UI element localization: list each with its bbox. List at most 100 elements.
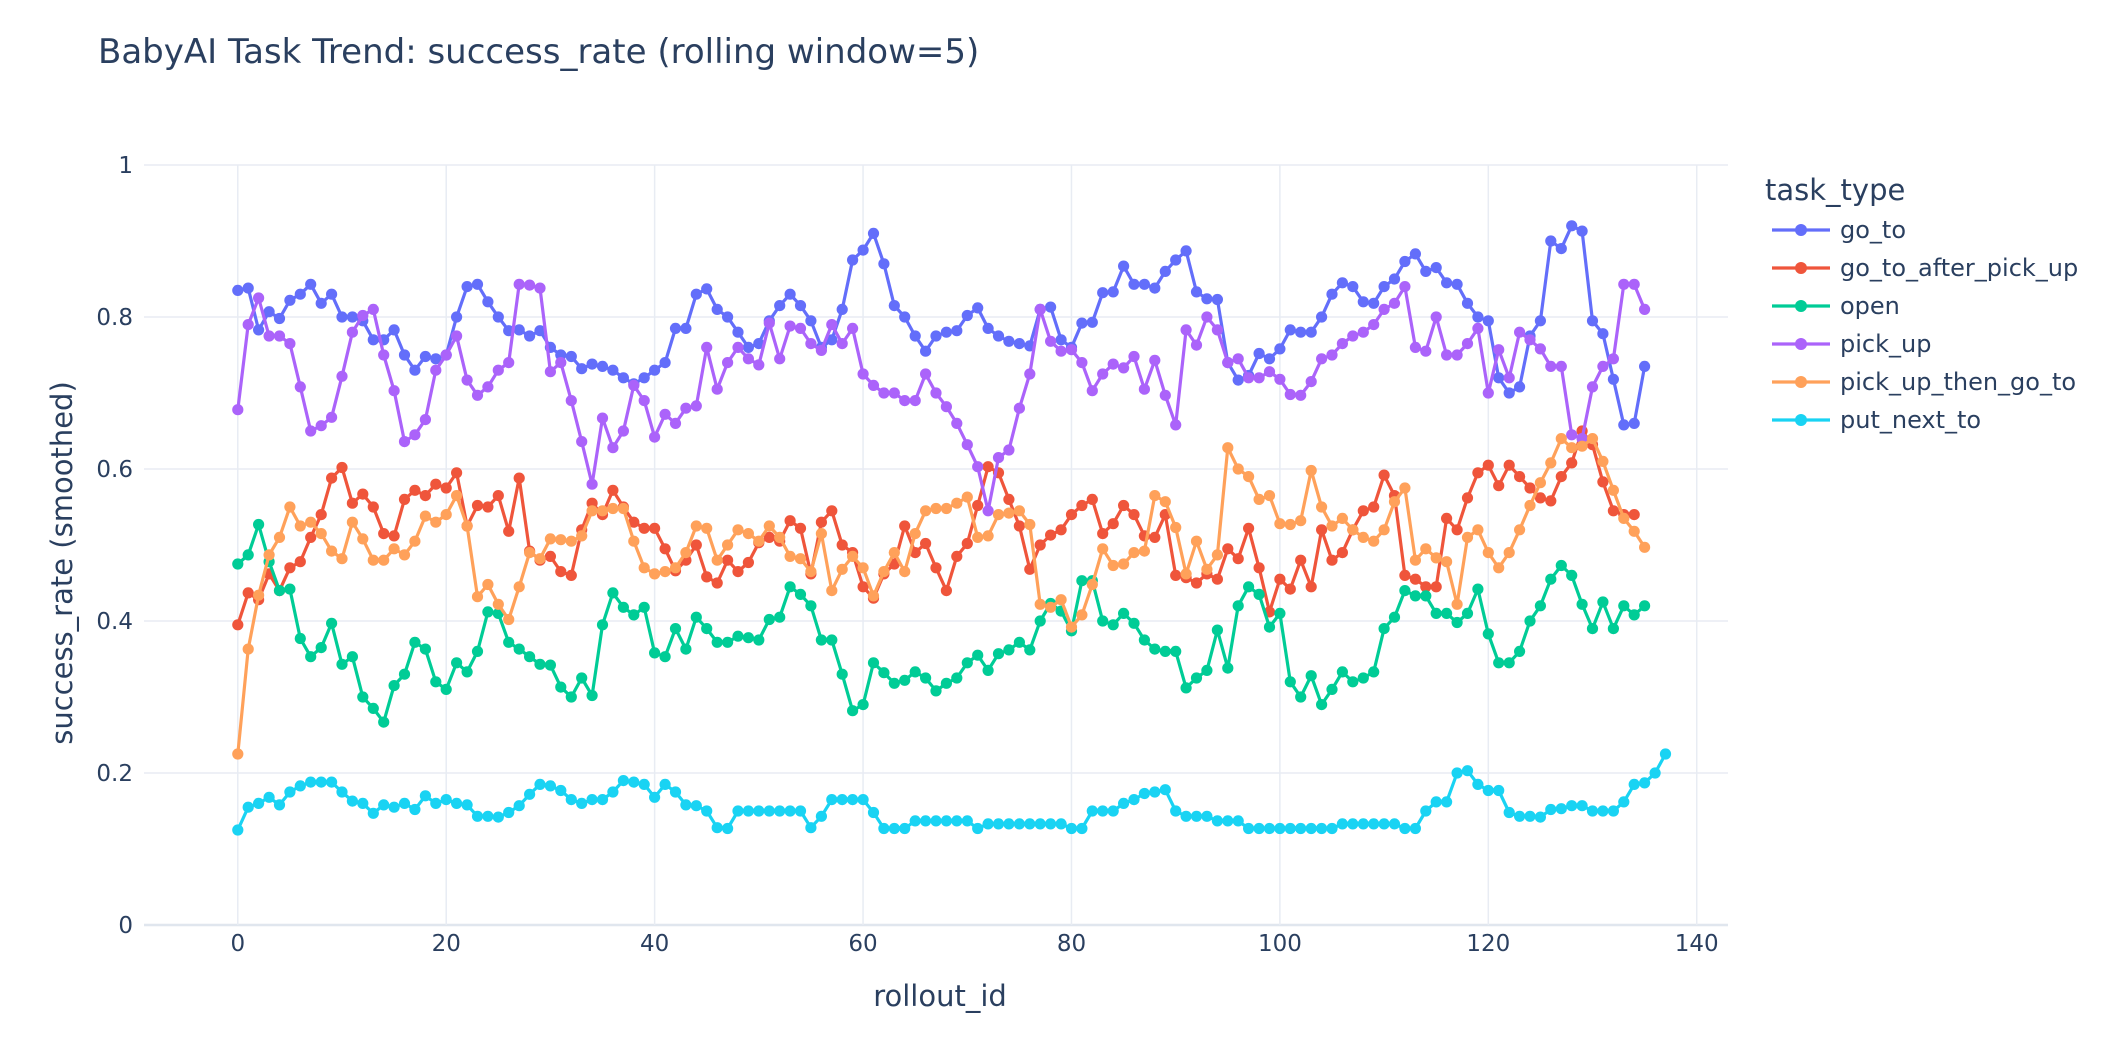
legend-item-put_next_to[interactable]: put_next_to <box>1772 406 1981 434</box>
data-point <box>273 330 286 342</box>
data-point <box>805 566 817 578</box>
data-point <box>1566 457 1578 469</box>
data-point <box>659 778 671 791</box>
data-point <box>628 776 640 788</box>
data-point <box>774 353 786 365</box>
data-point <box>690 800 702 812</box>
data-point <box>972 531 984 544</box>
data-point <box>774 611 786 623</box>
data-point <box>357 488 369 500</box>
data-point <box>440 683 452 696</box>
data-point <box>1263 621 1276 633</box>
data-point <box>232 284 244 296</box>
data-point <box>680 643 692 655</box>
chart-title: BabyAI Task Trend: success_rate (rolling… <box>98 32 979 72</box>
data-point <box>1555 243 1567 255</box>
data-point <box>1149 786 1161 798</box>
data-point <box>1232 553 1244 565</box>
data-point <box>1305 326 1317 338</box>
data-point <box>544 780 557 792</box>
data-point <box>1545 457 1557 469</box>
data-point <box>1222 442 1234 454</box>
data-point <box>1232 463 1244 475</box>
data-point <box>628 535 640 547</box>
data-point <box>930 562 942 574</box>
data-point <box>1190 535 1203 547</box>
data-point <box>1159 496 1171 508</box>
data-point <box>1566 442 1578 454</box>
data-point <box>732 630 744 642</box>
data-point <box>242 282 254 294</box>
data-point <box>617 775 630 787</box>
data-point <box>638 395 650 407</box>
data-point <box>1472 524 1484 536</box>
data-point <box>357 309 369 322</box>
data-point <box>1618 600 1630 612</box>
data-point <box>430 676 442 688</box>
data-point <box>1003 818 1015 830</box>
data-point <box>1076 357 1088 369</box>
data-point <box>742 632 755 644</box>
data-point <box>867 657 880 669</box>
data-point <box>1128 617 1140 629</box>
data-point <box>1107 619 1119 631</box>
data-point <box>1086 578 1098 591</box>
data-point <box>722 822 734 835</box>
data-point <box>409 535 421 547</box>
series-layer <box>232 220 1672 836</box>
data-point <box>1045 529 1057 541</box>
data-point <box>1284 676 1296 688</box>
data-point <box>1545 803 1557 816</box>
data-point <box>1274 518 1286 530</box>
legend-item-pick_up[interactable]: pick_up <box>1772 330 1931 358</box>
data-point <box>576 363 588 375</box>
data-point <box>649 791 661 803</box>
data-point <box>1451 349 1463 361</box>
data-point <box>555 566 567 578</box>
data-point <box>1065 344 1078 356</box>
data-point <box>1451 767 1463 779</box>
data-point <box>1451 616 1463 629</box>
data-point <box>920 537 932 550</box>
data-point <box>857 244 869 256</box>
data-point <box>1639 541 1651 553</box>
data-point <box>1149 531 1161 544</box>
data-point <box>1618 419 1630 431</box>
data-point <box>1555 360 1567 372</box>
data-point <box>471 499 484 512</box>
legend-item-go_to[interactable]: go_to <box>1772 216 1906 244</box>
data-point <box>784 805 796 817</box>
data-point <box>263 330 275 342</box>
data-point <box>607 502 619 515</box>
data-point <box>1190 286 1203 298</box>
data-point <box>242 549 254 561</box>
data-point <box>1274 343 1286 355</box>
data-point <box>367 702 379 715</box>
data-point <box>253 797 265 810</box>
data-point <box>794 300 807 312</box>
data-point <box>753 805 765 817</box>
legend-item-open[interactable]: open <box>1772 292 1900 320</box>
data-point <box>794 805 807 817</box>
data-point <box>1243 581 1255 593</box>
data-point <box>513 643 525 655</box>
data-point <box>1076 317 1088 329</box>
data-point <box>1024 644 1036 656</box>
data-point <box>336 786 348 798</box>
data-point <box>1576 225 1588 237</box>
legend-label: open <box>1840 292 1900 320</box>
data-point <box>649 364 661 376</box>
data-point <box>565 350 577 363</box>
legend-item-go_to_after_pick_up[interactable]: go_to_after_pick_up <box>1772 254 2078 282</box>
data-point <box>920 345 932 357</box>
data-point <box>742 353 755 365</box>
legend-item-pick_up_then_go_to[interactable]: pick_up_then_go_to <box>1772 368 2076 396</box>
x-axis-title: rollout_id <box>873 979 1007 1013</box>
data-point <box>982 461 994 473</box>
data-point <box>1222 662 1234 674</box>
data-point <box>930 502 942 515</box>
data-point <box>899 822 911 835</box>
legend-title: task_type <box>1765 173 1905 207</box>
data-point <box>628 379 640 391</box>
data-point <box>461 799 473 811</box>
